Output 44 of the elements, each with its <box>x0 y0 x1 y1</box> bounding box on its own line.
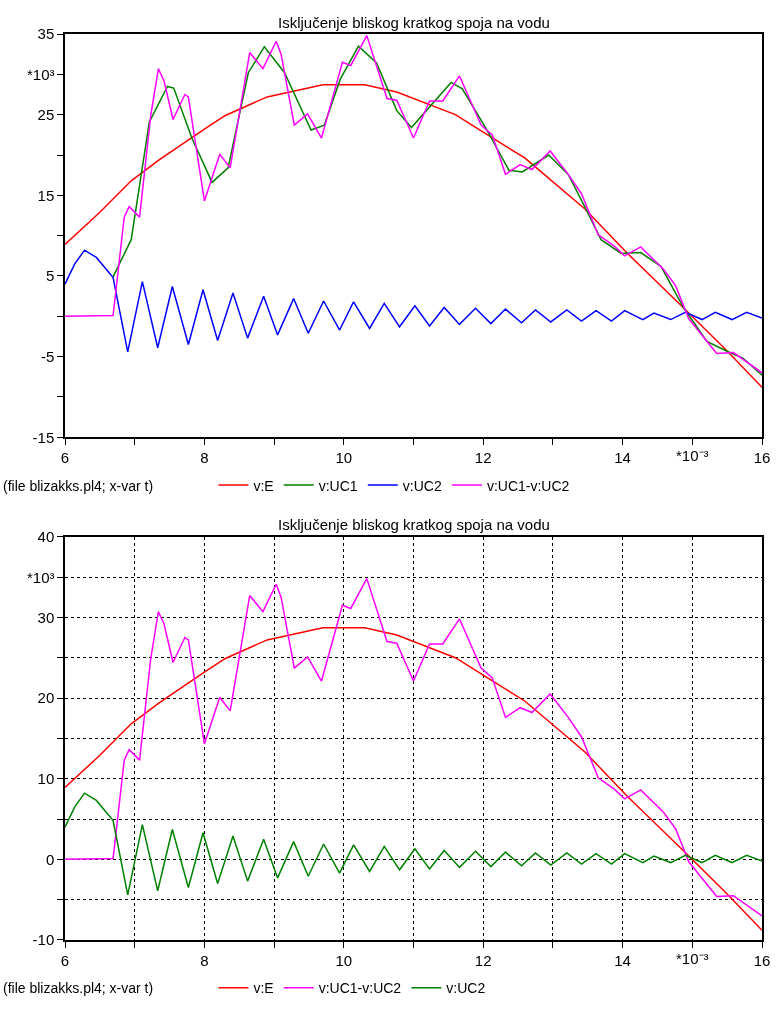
line-series <box>65 249 762 353</box>
text: (file blizakks.pl4; x-var t) <box>3 980 154 996</box>
x-tick-label: 10 <box>335 449 353 467</box>
y-tick-label: -10 <box>32 931 55 949</box>
legend-label: v:E <box>253 477 274 494</box>
legend-label: v:UC1-v:UC2 <box>318 980 402 997</box>
x-tick-label: 12 <box>474 951 492 969</box>
y-tick-label: 10 <box>37 769 55 787</box>
y-tick-label: 30 <box>37 608 55 626</box>
x-tick-label: 6 <box>60 951 70 969</box>
y-axis-title: *10³ <box>27 569 55 586</box>
y-tick-label: -15 <box>32 428 55 446</box>
y-tick-label: 35 <box>37 25 55 43</box>
y-tick-label: 40 <box>37 527 55 545</box>
legend-label: v:UC1 <box>318 477 358 494</box>
y-tick-label: 0 <box>45 850 55 868</box>
legend-label: v:E <box>253 980 274 997</box>
text: (file blizakks.pl4; x-var t) <box>3 478 154 494</box>
x-tick-label: 12 <box>474 449 492 467</box>
x-tick-label: 14 <box>614 951 631 969</box>
x-axis-title: *10⁻³ <box>676 447 709 464</box>
y-tick-label: 25 <box>37 105 55 123</box>
y-tick-label: 5 <box>45 267 55 285</box>
chart-title: Isključenje bliskog kratkog spoja na vodu <box>278 14 550 31</box>
x-tick-label: 10 <box>335 951 353 969</box>
y-axis-title: *10³ <box>27 66 55 83</box>
line-series <box>65 84 762 389</box>
y-tick-label: 20 <box>37 689 55 707</box>
y-tick-label: 15 <box>37 186 55 204</box>
legend-label: v:UC2 <box>446 980 486 997</box>
line-series <box>65 577 762 917</box>
legend-label: v:UC1-v:UC2 <box>486 477 570 494</box>
x-tick-label: 16 <box>753 951 771 969</box>
x-tick-label: 14 <box>614 449 631 467</box>
line-series <box>65 627 762 932</box>
y-tick-label: -5 <box>40 347 55 365</box>
x-tick-label: 8 <box>200 449 209 467</box>
x-axis-title: *10⁻³ <box>676 950 709 967</box>
line-series <box>65 792 762 896</box>
x-tick-label: 6 <box>60 449 70 467</box>
x-tick-label: 16 <box>753 449 771 467</box>
chart-title: Isključenje bliskog kratkog spoja na vodu <box>278 516 550 533</box>
legend-label: v:UC2 <box>402 477 442 494</box>
x-tick-label: 8 <box>200 951 209 969</box>
